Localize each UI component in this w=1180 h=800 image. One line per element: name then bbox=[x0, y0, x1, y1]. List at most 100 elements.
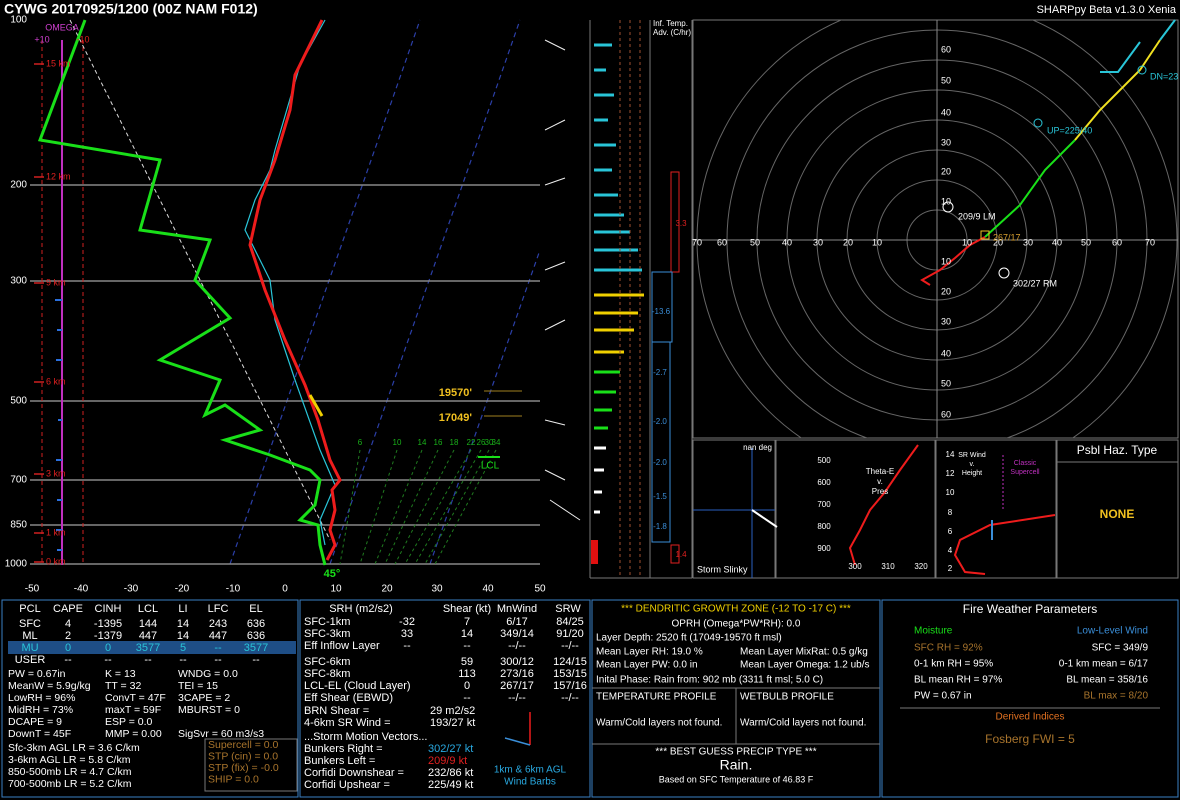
label: *** DENDRITIC GROWTH ZONE (-12 TO -17 C)… bbox=[621, 604, 851, 615]
label: Inital Phase: Rain from: 902 mb (3311 ft… bbox=[596, 675, 823, 686]
label: Height bbox=[962, 470, 982, 477]
label: Rain. bbox=[720, 757, 753, 773]
column-header: EL bbox=[249, 603, 262, 615]
label: Inf. Temp. bbox=[653, 19, 688, 28]
pressure-label: 1000 bbox=[5, 559, 28, 570]
label: WETBULB PROFILE bbox=[740, 692, 834, 703]
column-header: CINH bbox=[95, 603, 122, 615]
lapse-rate: Sfc-3km AGL LR = 3.6 C/km bbox=[8, 742, 140, 754]
line bbox=[329, 19, 521, 565]
table-cell: LCL-EL (Cloud Layer) bbox=[304, 680, 411, 692]
label: OMEGA bbox=[45, 22, 79, 32]
ring-label: 30 bbox=[1023, 237, 1033, 247]
line bbox=[544, 469, 566, 481]
theta-label: 310 bbox=[881, 562, 895, 571]
pressure-label: 800 bbox=[817, 522, 831, 531]
composite: SHIP = 0.0 bbox=[208, 773, 259, 785]
advection-value: -1.8 bbox=[653, 522, 667, 531]
ring-label: 10 bbox=[941, 196, 951, 206]
pressure-label: 500 bbox=[817, 456, 831, 465]
label: *** BEST GUESS PRECIP TYPE *** bbox=[655, 747, 816, 758]
shape bbox=[1, 599, 299, 798]
table-cell: SFC-1km bbox=[304, 616, 350, 628]
shape bbox=[1074, 39, 1161, 141]
column-header: LFC bbox=[208, 603, 229, 615]
shape bbox=[1159, 19, 1176, 41]
column-header: CAPE bbox=[53, 603, 83, 615]
table-cell: -- bbox=[104, 654, 112, 666]
index: DownT = 45F bbox=[8, 728, 71, 740]
label: 19570' bbox=[439, 387, 473, 399]
table-cell: -- bbox=[144, 654, 152, 666]
label: 0-1 km RH = 95% bbox=[914, 659, 993, 670]
label: Bunkers Right = bbox=[304, 743, 383, 755]
index: MeanW = 5.9g/kg bbox=[8, 680, 91, 692]
shape bbox=[591, 540, 598, 564]
shape bbox=[8, 641, 296, 654]
pressure-label: 500 bbox=[10, 396, 27, 407]
table-cell: SFC-8km bbox=[304, 668, 350, 680]
table-cell: -- bbox=[179, 654, 187, 666]
line bbox=[308, 394, 324, 417]
ring-label: 10 bbox=[941, 256, 951, 266]
column-header: LI bbox=[178, 603, 187, 615]
label: Supercell bbox=[1010, 469, 1040, 476]
label: v. bbox=[877, 477, 883, 486]
shape bbox=[998, 267, 1010, 279]
shape bbox=[544, 39, 581, 521]
window-title: CYWG 20170925/1200 (00Z NAM F012) bbox=[4, 1, 258, 17]
text-layer: CYWG 20170925/1200 (00Z NAM F012) SHARPpy… bbox=[4, 1, 1178, 791]
table-cell: MU bbox=[21, 642, 38, 654]
table-cell: -32 bbox=[399, 616, 415, 628]
table-cell: --/-- bbox=[561, 692, 579, 704]
mixing-ratio-label: 30 bbox=[485, 438, 494, 447]
index: MMP = 0.00 bbox=[105, 728, 162, 740]
table-cell: 3577 bbox=[244, 642, 268, 654]
label: v. bbox=[970, 461, 975, 468]
label: Based on SFC Temperature of 46.83 F bbox=[659, 774, 814, 784]
height-label: 6 bbox=[948, 527, 953, 536]
line bbox=[404, 449, 472, 565]
table-cell: 157/16 bbox=[553, 680, 587, 692]
table-cell: 636 bbox=[247, 618, 265, 630]
index: TEI = 15 bbox=[178, 680, 218, 692]
shape bbox=[848, 444, 919, 566]
table-cell: 243 bbox=[209, 618, 227, 630]
index: MidRH = 73% bbox=[8, 704, 73, 716]
label: Corfidi Downshear = bbox=[304, 767, 404, 779]
shape bbox=[670, 171, 680, 273]
label: TEMPERATURE PROFILE bbox=[596, 692, 717, 703]
ring-label: 50 bbox=[1081, 237, 1091, 247]
height-label: 8 bbox=[948, 508, 953, 517]
pressure-label: 300 bbox=[10, 276, 27, 287]
label: -10 bbox=[76, 34, 89, 44]
height-label: 15 km bbox=[46, 58, 71, 68]
table-cell: -- bbox=[252, 654, 260, 666]
theta-label: 320 bbox=[914, 562, 928, 571]
table-cell: SFC bbox=[19, 618, 41, 630]
table-cell: 349/14 bbox=[500, 628, 534, 640]
advection-value: -2.0 bbox=[653, 417, 667, 426]
label: DN=23 bbox=[1150, 71, 1178, 81]
label: 209/9 kt bbox=[428, 755, 467, 767]
column-header: Shear (kt) bbox=[443, 603, 491, 615]
label: BL mean RH = 97% bbox=[914, 675, 1002, 686]
composite: STP (cin) = 0.0 bbox=[208, 750, 278, 762]
table-cell: -- bbox=[214, 642, 222, 654]
height-label: 4 bbox=[948, 546, 953, 555]
table-cell: 4 bbox=[65, 618, 71, 630]
column-header: LCL bbox=[138, 603, 158, 615]
table-cell: 0 bbox=[65, 642, 71, 654]
table-cell: 144 bbox=[139, 618, 157, 630]
inset-panels bbox=[692, 439, 1179, 579]
skew-t-panel bbox=[30, 19, 581, 566]
line bbox=[384, 449, 439, 565]
temperature-label: -30 bbox=[124, 584, 139, 595]
pressure-label: 700 bbox=[10, 475, 27, 486]
line bbox=[359, 449, 398, 565]
ring-label: 60 bbox=[941, 44, 951, 54]
height-label: 1 km bbox=[46, 527, 66, 537]
label: Fire Weather Parameters bbox=[963, 602, 1098, 616]
label: NONE bbox=[1100, 507, 1135, 521]
table-cell: -1395 bbox=[94, 618, 122, 630]
